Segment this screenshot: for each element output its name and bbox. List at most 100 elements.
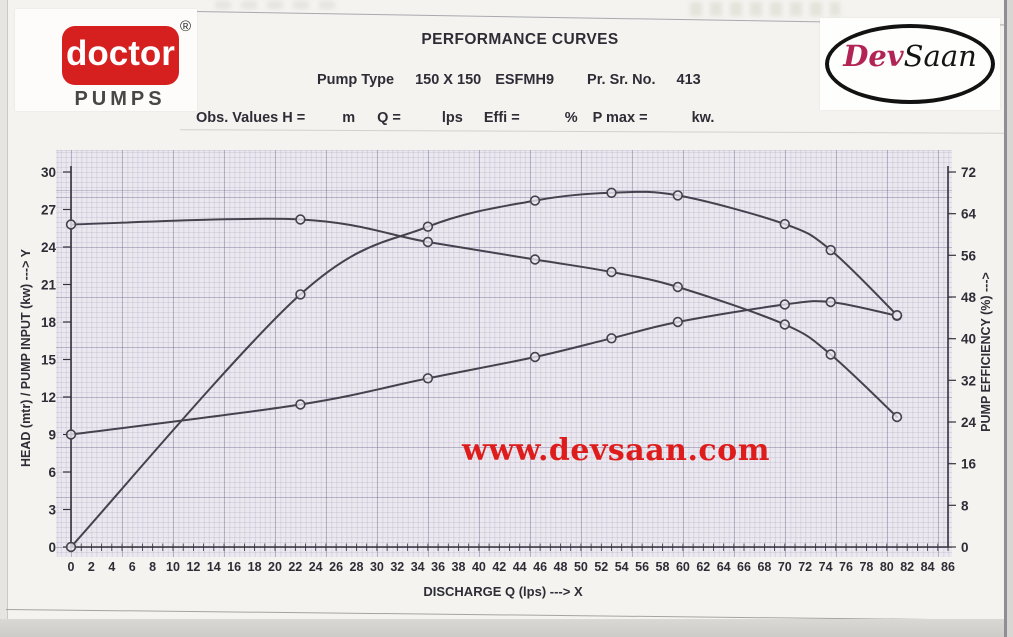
x-tick-label: 38 [452,560,466,574]
x-tick-label: 6 [129,560,136,574]
x-tick-label: 22 [288,560,302,574]
x-tick-label: 74 [819,560,833,574]
doctor-brand-text: doctor [66,34,175,73]
x-tick-label: 10 [166,560,180,574]
y-right-tick-label: 8 [961,498,969,513]
data-point-marker [529,195,541,206]
serial-label: Pr. Sr. No. [587,72,656,88]
scan-artifact [1007,0,1013,637]
x-tick-label: 30 [370,560,384,574]
y-left-tick-label: 15 [41,353,57,368]
y-left-tick-label: 9 [48,428,56,443]
data-point-marker [422,373,434,384]
y-right-tick-label: 0 [961,540,969,555]
data-point-marker [422,236,434,248]
data-point-marker [825,349,836,360]
y-left-tick-label: 30 [41,165,56,180]
y-right-tick-label: 48 [961,290,977,305]
y-left-tick-label: 18 [41,315,57,330]
x-tick-label: 66 [737,560,751,574]
x-tick-label: 14 [207,560,221,574]
y-left-axis-title: HEAD (mtr) / PUMP INPUT (kw) ---> Y [19,248,33,467]
observed-values-line: Obs. Values H = m Q = lps Effi =% P max = kw. [196,110,714,126]
data-point-marker [422,221,434,232]
graph-paper [56,150,952,557]
data-point-marker [891,411,903,423]
data-point-marker [295,289,306,300]
x-tick-label: 54 [615,560,629,574]
x-tick-label: 32 [390,560,404,574]
x-tick-label: 12 [186,560,200,574]
y-right-axis-title: PUMP EFFICIENCY (%) ---> [979,272,993,432]
y-left-tick-label: 3 [48,503,56,518]
data-point-marker [529,351,541,363]
x-tick-label: 86 [941,560,955,574]
x-tick-label: 78 [859,560,873,574]
data-point-marker [672,316,683,328]
data-point-marker [825,244,836,256]
y-left-tick-label: 21 [41,278,57,293]
x-tick-label: 16 [227,560,241,574]
x-tick-label: 24 [309,560,323,574]
scan-artifact [0,0,8,637]
obs-field-unit: m [342,110,356,126]
x-tick-label: 18 [248,560,262,574]
data-point-marker [65,541,77,553]
x-tick-label: 46 [533,560,547,574]
data-point-marker [529,254,541,265]
data-point-marker [779,299,790,310]
obs-field-unit: % [564,110,578,126]
doctor-logo-subtitle: PUMPS [74,88,166,110]
obs-field-efficiency: Effi =% [484,110,578,126]
x-tick-label: 4 [108,560,115,574]
data-point-marker [295,214,306,225]
devsaan-text-part2: Saan [903,39,977,73]
y-right-tick-label: 72 [961,165,976,180]
data-point-marker [65,219,77,230]
watermark-text: www.devsaan.com [462,433,770,468]
obs-values-label: Obs. Values [196,110,279,126]
page-title: PERFORMANCE CURVES [421,31,619,48]
x-tick-label: 80 [880,560,894,574]
y-right-tick-label: 40 [961,332,976,347]
devsaan-logo: DevSaan [820,18,1000,110]
x-tick-label: 36 [431,560,445,574]
data-point-marker [606,187,617,199]
x-tick-label: 40 [472,560,486,574]
curve-pump-efficiency [70,190,898,548]
serial-value: 413 [676,72,701,88]
obs-field-unit: kw. [691,110,715,126]
pump-model-value: ESFMH9 [495,72,555,88]
y-right-tick-label: 56 [961,248,977,263]
y-left-tick-label: 24 [41,240,57,255]
x-tick-label: 68 [757,560,771,574]
x-tick-label: 84 [921,560,935,574]
x-tick-label: 56 [635,560,649,574]
pump-type-line: Pump Type 150 X 150 ESFMH9 Pr. Sr. No. 413 [317,72,701,88]
x-tick-label: 0 [68,560,75,574]
x-tick-label: 28 [350,560,364,574]
data-point-marker [779,218,790,230]
obs-field-unit: lps [441,110,463,126]
obs-field-discharge: Q = lps [377,110,463,126]
obs-field-head: H = m [282,110,355,126]
x-tick-label: 34 [411,560,425,574]
curve-head-mtr [70,217,898,418]
x-tick-label: 62 [696,560,710,574]
x-axis-title: DISCHARGE Q (lps) ---> X [423,584,583,599]
x-tick-label: 26 [329,560,343,574]
x-tick-label: 8 [149,560,156,574]
x-tick-label: 82 [900,560,914,574]
x-tick-label: 60 [676,560,690,574]
data-point-marker [779,319,790,330]
x-tick-label: 76 [839,560,853,574]
obs-field-label: H = [282,110,306,126]
doctor-pumps-logo: doctor ® PUMPS [15,9,197,111]
data-point-marker [606,333,617,344]
x-tick-label: 20 [268,560,282,574]
data-point-marker [65,429,77,440]
pump-type-label: Pump Type [317,72,395,88]
obs-field-label: Q = [377,110,401,126]
data-point-marker [825,296,836,308]
